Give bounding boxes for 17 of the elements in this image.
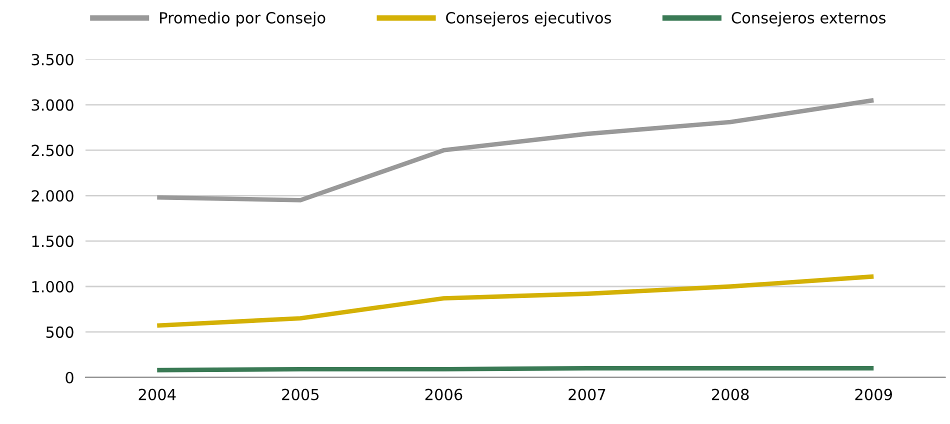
y-tick-label: 3.500: [32, 54, 74, 66]
y-tick-label: 2.000: [32, 190, 74, 202]
x-tick-label: 2008: [712, 388, 749, 400]
x-tick-label: 2009: [855, 388, 892, 400]
y-tick-label: 500: [46, 326, 74, 338]
legend-label: Promedio por Consejo: [160, 12, 326, 27]
x-tick-label: 2006: [425, 388, 462, 400]
y-tick-label: 2.500: [32, 144, 74, 156]
x-tick-label: 2004: [138, 388, 176, 400]
y-tick-label: 1.500: [32, 236, 74, 248]
x-tick-label: 2007: [568, 388, 606, 400]
y-tick-label: 0: [66, 372, 74, 384]
y-tick-label: 1.000: [32, 280, 74, 293]
legend-label: Consejeros ejecutivos: [446, 12, 611, 27]
legend-label: Consejeros externos: [732, 12, 886, 27]
y-tick-label: 3.000: [32, 99, 74, 111]
x-tick-label: 2005: [282, 388, 319, 400]
